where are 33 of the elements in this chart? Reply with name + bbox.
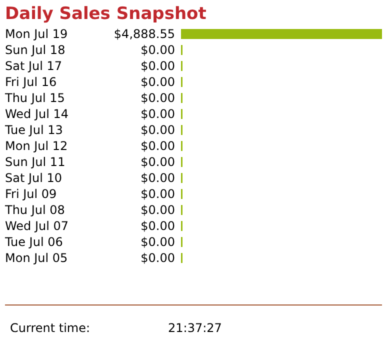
data-label: $0.00 xyxy=(140,203,175,217)
y-tick-label: Mon Jul 19 xyxy=(5,27,68,41)
y-tick-label: Thu Jul 08 xyxy=(4,203,65,217)
data-label: $0.00 xyxy=(140,251,175,265)
data-label: $4,888.55 xyxy=(114,27,175,41)
data-label: $0.00 xyxy=(140,59,175,73)
y-tick-label: Fri Jul 09 xyxy=(5,187,57,201)
chart-title: Daily Sales Snapshot xyxy=(5,4,206,24)
data-label: $0.00 xyxy=(140,91,175,105)
data-label: $0.00 xyxy=(140,123,175,137)
data-label: $0.00 xyxy=(140,139,175,153)
text: 21:37:27 xyxy=(168,321,222,335)
y-tick-label: Tue Jul 06 xyxy=(4,235,63,249)
data-label: $0.00 xyxy=(140,187,175,201)
data-label: $0.00 xyxy=(140,219,175,233)
text: Current time: xyxy=(10,321,90,335)
data-label: $0.00 xyxy=(140,171,175,185)
y-tick-label: Wed Jul 07 xyxy=(5,219,69,233)
y-tick-label: Mon Jul 05 xyxy=(5,251,68,265)
y-tick-label: Wed Jul 14 xyxy=(5,107,69,121)
data-label: $0.00 xyxy=(140,107,175,121)
y-tick-label: Thu Jul 15 xyxy=(4,91,65,105)
y-tick-label: Sun Jul 18 xyxy=(5,43,66,57)
y-tick-label: Sun Jul 11 xyxy=(5,155,66,169)
y-tick-label: Sat Jul 10 xyxy=(5,171,62,185)
data-label: $0.00 xyxy=(140,235,175,249)
y-tick-label: Tue Jul 13 xyxy=(4,123,63,137)
y-tick-label: Fri Jul 16 xyxy=(5,75,57,89)
y-tick-label: Sat Jul 17 xyxy=(5,59,62,73)
data-label: $0.00 xyxy=(140,155,175,169)
y-tick-label: Mon Jul 12 xyxy=(5,139,68,153)
data-label: $0.00 xyxy=(140,75,175,89)
data-label: $0.00 xyxy=(140,43,175,57)
